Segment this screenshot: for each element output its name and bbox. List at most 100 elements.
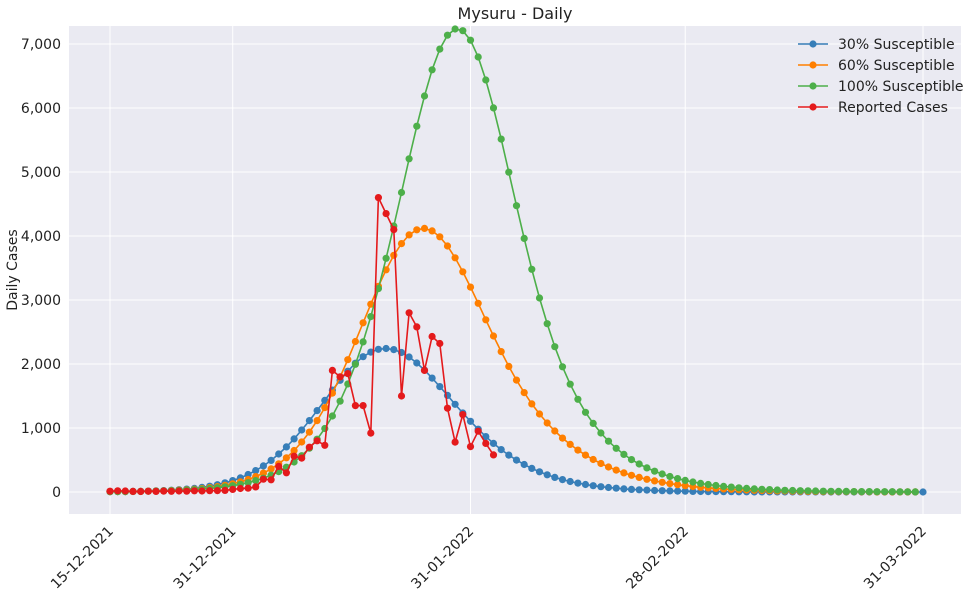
data-point (328, 366, 336, 374)
data-point (397, 392, 406, 400)
data-point (275, 462, 283, 470)
data-point (198, 487, 206, 495)
data-point (512, 202, 521, 210)
data-point (827, 487, 835, 495)
data-point (873, 488, 881, 496)
data-point (443, 31, 452, 39)
data-point (121, 487, 129, 495)
data-point (466, 36, 475, 44)
series-line (109, 28, 916, 493)
data-point (520, 460, 528, 469)
data-point (635, 460, 643, 468)
data-point (298, 454, 306, 462)
data-point (566, 477, 574, 486)
x-tick-label: 15-12-2021 (48, 524, 117, 591)
data-point (497, 135, 505, 143)
data-point (397, 188, 406, 197)
data-point (612, 466, 620, 474)
data-point (804, 487, 812, 495)
data-point (451, 438, 459, 446)
data-point (244, 470, 252, 479)
data-point (259, 469, 267, 477)
data-point (359, 319, 367, 327)
data-point (727, 483, 735, 491)
data-point (374, 285, 382, 293)
data-point (451, 25, 459, 33)
data-point (413, 122, 421, 130)
data-point (489, 439, 498, 447)
data-point (812, 487, 820, 495)
data-point (282, 443, 290, 451)
data-point (374, 194, 382, 202)
x-tick-label: 31-12-2021 (171, 524, 240, 591)
y-tick-label: 3,000 (21, 293, 61, 309)
data-point (911, 488, 919, 496)
data-point (152, 487, 160, 495)
data-point (835, 487, 843, 495)
data-point (597, 483, 605, 491)
data-point (773, 486, 781, 494)
data-point (313, 407, 321, 415)
data-point (681, 476, 689, 484)
data-point (482, 76, 490, 84)
data-point (766, 486, 774, 494)
grid (69, 26, 961, 514)
data-point (106, 487, 114, 495)
data-point (290, 452, 298, 460)
data-point (528, 265, 536, 273)
data-point (221, 486, 229, 494)
data-point (535, 294, 544, 302)
series-layer (106, 25, 927, 496)
data-point (620, 485, 628, 493)
data-point (344, 356, 352, 364)
data-point (865, 488, 873, 496)
legend-marker (809, 103, 817, 111)
data-point (758, 485, 766, 493)
x-tick-label: 31-01-2022 (408, 524, 477, 591)
x-tick-label: 28-02-2022 (623, 524, 692, 591)
data-point (451, 400, 459, 408)
legend-marker (809, 40, 817, 48)
data-point (627, 471, 636, 479)
data-point (520, 234, 528, 242)
data-point (413, 359, 421, 367)
data-point (735, 484, 743, 492)
data-point (397, 240, 406, 248)
data-point (229, 485, 237, 493)
data-point (252, 477, 260, 485)
data-point (704, 480, 712, 489)
data-point (459, 411, 467, 419)
data-point (144, 487, 152, 495)
data-point (505, 451, 513, 459)
data-point (635, 486, 643, 494)
data-point (497, 446, 505, 454)
data-point (551, 343, 559, 351)
data-point (604, 483, 613, 492)
data-point (459, 268, 467, 276)
data-point (313, 437, 321, 445)
data-point (658, 470, 666, 478)
data-point (351, 337, 359, 346)
legend-label: Reported Cases (838, 100, 948, 116)
data-point (482, 439, 490, 447)
data-point (367, 429, 375, 437)
data-point (236, 484, 244, 493)
y-axis-ticks: 0 1,000 2,000 3,000 4,000 5,000 6,000 7,000 (21, 37, 61, 501)
data-point (244, 484, 252, 492)
data-point (566, 380, 574, 388)
data-point (505, 168, 513, 176)
data-point (190, 487, 198, 495)
data-point (459, 27, 467, 35)
data-point (382, 210, 390, 218)
data-point (651, 486, 659, 495)
data-point (489, 451, 498, 459)
data-point (436, 233, 444, 241)
data-point (305, 417, 313, 425)
data-point (697, 479, 705, 487)
data-point (528, 464, 536, 472)
data-point (428, 332, 436, 341)
y-axis-label: Daily Cases (5, 229, 21, 310)
data-point (489, 332, 498, 340)
data-point (359, 402, 367, 410)
